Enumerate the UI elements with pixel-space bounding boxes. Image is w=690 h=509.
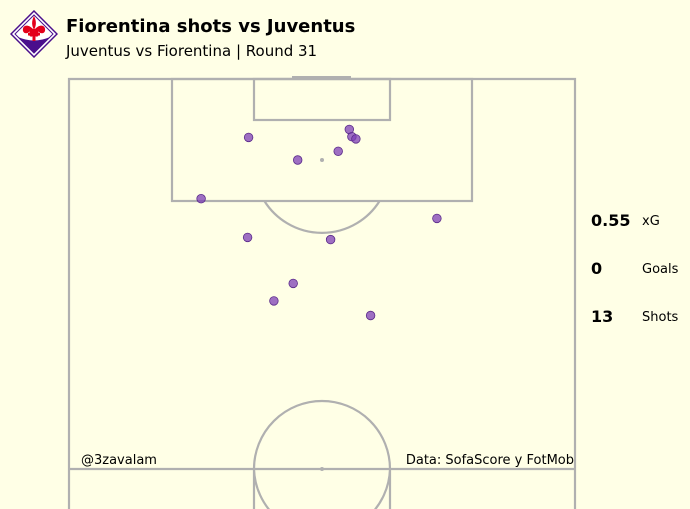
- fiorentina-crest-icon: [9, 9, 59, 59]
- data-source: Data: SofaScore y FotMob: [405, 453, 574, 468]
- xg-label: xG: [642, 214, 660, 229]
- shot-point-1: [243, 132, 254, 143]
- shot-point-10: [325, 234, 336, 245]
- goals-label: Goals: [642, 262, 679, 277]
- goal-area: [252, 77, 392, 122]
- shots-label: Shots: [642, 310, 679, 325]
- shot-point-4: [351, 134, 361, 144]
- shot-point-12: [269, 296, 279, 306]
- chart-title: Fiorentina shots vs Juventus: [66, 16, 356, 37]
- pitch-outline: [67, 77, 577, 509]
- chart-subtitle: Juventus vs Fiorentina | Round 31: [66, 42, 318, 60]
- pitch-lines: [67, 76, 577, 509]
- penalty-area: [170, 77, 474, 203]
- xg-value: 0.55: [591, 211, 631, 230]
- shot-point-8: [432, 213, 442, 224]
- shots-layer: [196, 124, 442, 321]
- center-circle: [252, 399, 392, 509]
- penalty-spot: [320, 158, 324, 162]
- shot-point-7: [196, 193, 206, 204]
- penalty-arc: [263, 200, 381, 234]
- center-spot: [320, 467, 324, 471]
- author-credit: @3zavalam: [81, 453, 157, 468]
- shot-point-9: [242, 232, 253, 243]
- goals-value: 0: [591, 259, 603, 278]
- shot-point-5: [333, 146, 343, 157]
- shots-value: 13: [591, 307, 614, 326]
- shot-point-11: [288, 278, 298, 289]
- shot-point-13: [365, 310, 376, 321]
- shot-point-6: [293, 155, 303, 165]
